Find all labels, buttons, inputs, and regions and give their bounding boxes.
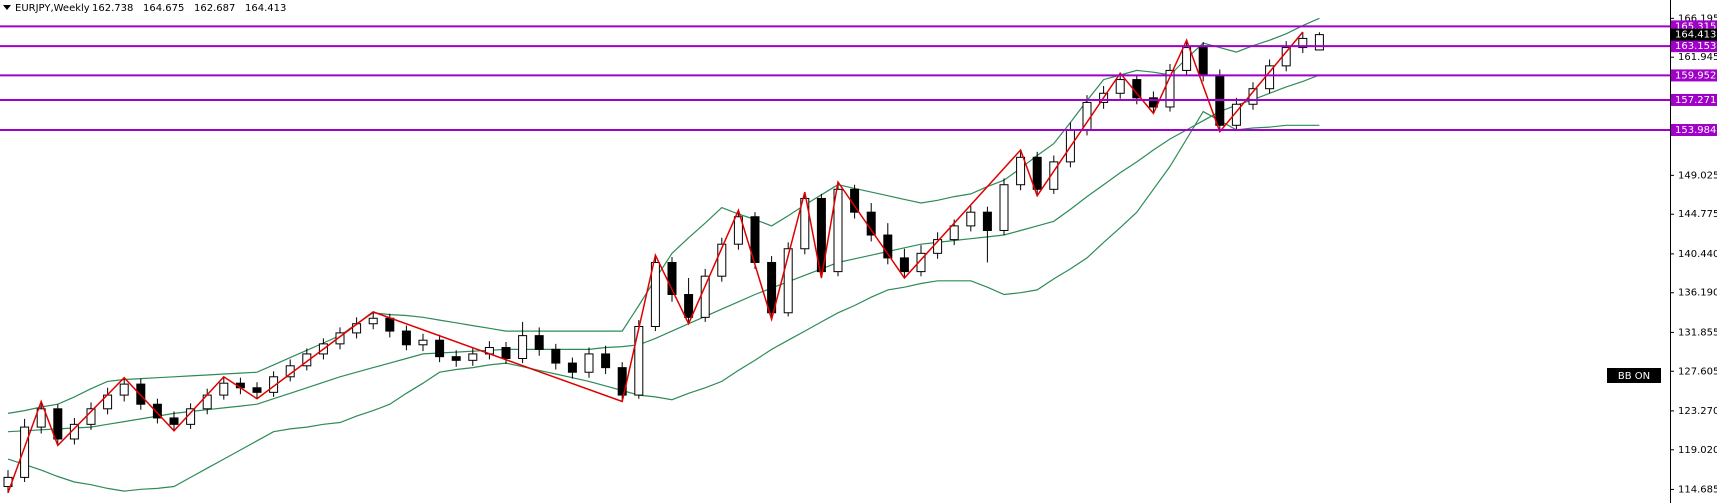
candle-body — [269, 376, 279, 393]
candle-body — [949, 225, 959, 241]
level-label: 163.153 — [1675, 41, 1716, 52]
y-tick-label: 166.195 — [1678, 13, 1717, 24]
y-tick-label: 123.270 — [1678, 406, 1717, 417]
candle-body — [584, 353, 594, 373]
level-label: 153.984 — [1675, 125, 1716, 136]
candle-body — [451, 356, 461, 361]
candle-body — [385, 317, 395, 332]
level-label: 165.315 — [1675, 21, 1716, 32]
candle-body — [634, 325, 644, 396]
header-low: 162.687 — [194, 3, 235, 14]
candle-body — [53, 408, 63, 440]
candle-body — [1132, 79, 1142, 99]
candle-body — [767, 261, 777, 314]
y-tick-label: 161.945 — [1678, 52, 1717, 63]
candle-body — [1016, 156, 1026, 186]
candle-body — [567, 362, 577, 373]
header-arrow — [3, 5, 11, 10]
candle-body — [1231, 103, 1241, 126]
candle-body — [916, 252, 926, 273]
candle-body — [1281, 47, 1291, 67]
candle-body — [1314, 34, 1324, 51]
candle-body — [368, 317, 378, 325]
candle-body — [783, 248, 793, 314]
bollinger-band — [7, 17, 1320, 414]
candle-body — [418, 339, 428, 346]
candle-body — [816, 197, 826, 273]
candle-body — [700, 275, 710, 318]
bollinger-band — [7, 74, 1320, 433]
level-label-box — [1671, 40, 1717, 53]
level-label: 159.952 — [1675, 70, 1716, 81]
candle-body — [219, 382, 229, 396]
level-label-box — [1671, 93, 1717, 106]
candle-body — [468, 353, 478, 361]
zigzag — [7, 31, 1304, 494]
candle-body — [733, 216, 743, 245]
candle-body — [534, 335, 544, 350]
y-tick-label: 140.440 — [1678, 249, 1717, 260]
candle-body — [501, 347, 511, 360]
y-tick-label: 114.685 — [1678, 484, 1717, 495]
candle-body — [800, 197, 810, 250]
candle-body — [717, 243, 727, 277]
candle-body — [1298, 37, 1308, 49]
candle-body — [883, 234, 893, 259]
chart-title: EURJPY,Weekly — [15, 3, 90, 14]
candle-body — [966, 211, 976, 227]
candle-body — [20, 426, 30, 478]
candle-body — [435, 339, 445, 358]
header-open: 162.738 — [92, 3, 133, 14]
candle-body — [1182, 47, 1192, 71]
candle-body — [650, 261, 660, 327]
candle-body — [36, 408, 46, 428]
y-tick-label: 119.020 — [1678, 445, 1717, 456]
candle-body — [1049, 161, 1059, 190]
candle-body — [1165, 69, 1175, 108]
candle-body — [136, 383, 146, 405]
candle-body — [1032, 156, 1042, 190]
y-tick-label: 144.775 — [1678, 209, 1717, 220]
level-label-box — [1671, 124, 1717, 137]
level-label: 157.271 — [1675, 95, 1716, 106]
current-price-label: 164.413 — [1675, 30, 1716, 41]
candle-body — [169, 417, 179, 425]
candle-body — [335, 332, 345, 345]
candle-body — [1198, 47, 1208, 76]
badge-box — [1607, 368, 1661, 383]
current-price-box — [1671, 28, 1717, 41]
badge: BB ON — [1618, 371, 1650, 382]
y-tick-label: 149.025 — [1678, 170, 1717, 181]
candle-body — [551, 348, 561, 364]
candle-body — [518, 335, 528, 360]
candle-body — [899, 257, 909, 273]
y-tick-label: 131.855 — [1678, 327, 1717, 338]
candle-body — [119, 383, 129, 396]
candle-body — [982, 211, 992, 231]
candle-body — [1148, 97, 1158, 108]
candle-body — [401, 330, 411, 346]
level-label-box — [1671, 69, 1717, 82]
candle-body — [999, 184, 1009, 231]
y-tick-label: 127.605 — [1678, 366, 1717, 377]
candle-body — [601, 353, 611, 369]
header-close: 164.413 — [245, 3, 286, 14]
header-high: 164.675 — [143, 3, 184, 14]
candle-body — [684, 293, 694, 318]
candle-body — [252, 387, 262, 393]
candle-body — [833, 188, 843, 273]
candle-body — [302, 353, 312, 367]
candle-body — [152, 403, 162, 419]
candle-body — [1115, 79, 1125, 94]
candle-body — [866, 211, 876, 236]
candle-body — [667, 261, 677, 295]
y-tick-label: 136.190 — [1678, 288, 1717, 299]
bollinger-band — [7, 110, 1320, 492]
